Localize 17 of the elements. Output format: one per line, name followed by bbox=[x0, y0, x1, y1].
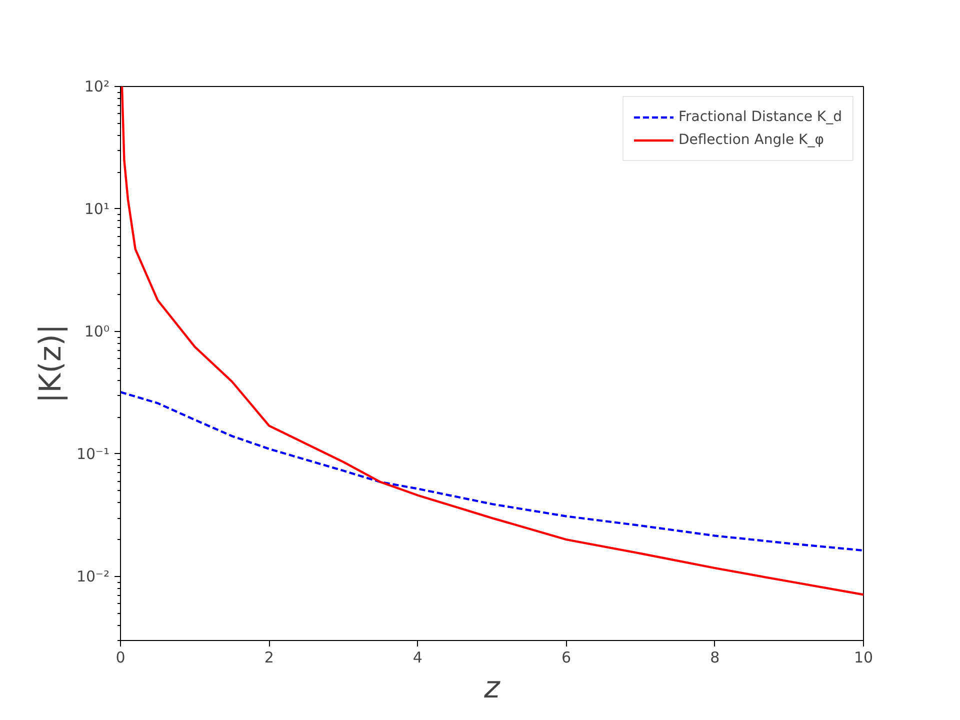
x-tick-label: 8 bbox=[710, 648, 720, 666]
x-tick-label: 2 bbox=[264, 648, 274, 666]
x-tick-label: 4 bbox=[412, 648, 422, 666]
y-tick-label: 10¹ bbox=[84, 200, 110, 218]
y-tick-label: 10⁰ bbox=[84, 322, 110, 340]
y-tick-label: 10⁻¹ bbox=[76, 444, 110, 463]
x-tick-label: 10 bbox=[854, 648, 874, 666]
legend-label: Fractional Distance K_d bbox=[678, 109, 842, 125]
legend-label: Deflection Angle K_φ bbox=[678, 132, 824, 148]
y-tick-label: 10⁻² bbox=[76, 567, 110, 586]
x-tick-label: 6 bbox=[562, 648, 572, 666]
y-tick-label: 10² bbox=[84, 78, 110, 96]
x-axis-title: z bbox=[483, 670, 502, 706]
x-tick-label: 0 bbox=[116, 648, 126, 666]
line-series bbox=[120, 390, 864, 552]
line-series bbox=[120, 86, 864, 596]
y-axis-title: |K(z)| bbox=[33, 324, 68, 404]
